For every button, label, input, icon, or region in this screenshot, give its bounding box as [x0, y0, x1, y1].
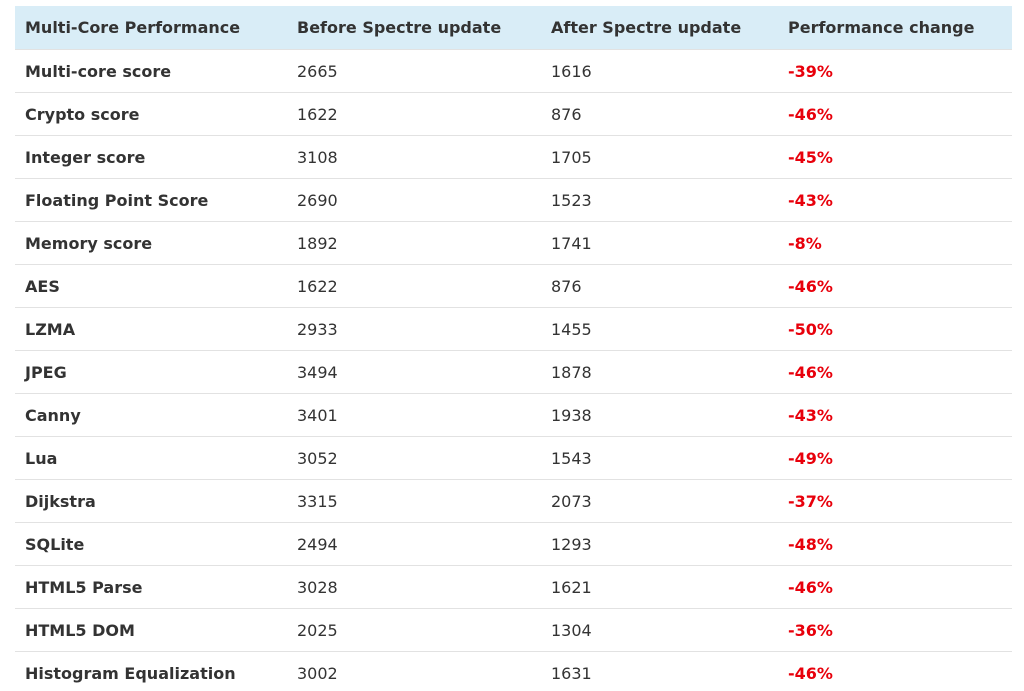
change-cell: -43%: [778, 178, 1012, 222]
score-cell: 1543: [541, 436, 778, 480]
row-label: Dijkstra: [15, 479, 287, 523]
score-cell: 876: [541, 264, 778, 308]
score-cell: 1523: [541, 178, 778, 222]
score-cell: 1878: [541, 350, 778, 394]
row-label: Lua: [15, 436, 287, 480]
table-row: Memory score 1892 1741 -8%: [15, 221, 1012, 265]
row-label: HTML5 DOM: [15, 608, 287, 652]
change-cell: -8%: [778, 221, 1012, 265]
header-cell: Multi-Core Performance: [15, 6, 287, 50]
score-cell: 1741: [541, 221, 778, 265]
table-row: SQLite 2494 1293 -48%: [15, 522, 1012, 566]
table-row: Multi-core score 2665 1616 -39%: [15, 49, 1012, 93]
row-label: HTML5 Parse: [15, 565, 287, 609]
score-cell: 3002: [287, 651, 541, 691]
row-label: Floating Point Score: [15, 178, 287, 222]
score-cell: 2933: [287, 307, 541, 351]
score-cell: 876: [541, 92, 778, 136]
score-cell: 1622: [287, 264, 541, 308]
score-cell: 3052: [287, 436, 541, 480]
row-label: SQLite: [15, 522, 287, 566]
table-row: HTML5 Parse 3028 1621 -46%: [15, 565, 1012, 609]
table-row: Crypto score 1622 876 -46%: [15, 92, 1012, 136]
table-row: Lua 3052 1543 -49%: [15, 436, 1012, 480]
change-cell: -39%: [778, 49, 1012, 93]
row-label: Histogram Equalization: [15, 651, 287, 691]
score-cell: 2025: [287, 608, 541, 652]
table-body: Multi-core score 2665 1616 -39% Crypto score…: [15, 49, 1012, 691]
score-cell: 1304: [541, 608, 778, 652]
header-cell: After Spectre update: [541, 6, 778, 50]
score-cell: 3028: [287, 565, 541, 609]
score-cell: 1293: [541, 522, 778, 566]
table-row: Floating Point Score 2690 1523 -43%: [15, 178, 1012, 222]
change-cell: -48%: [778, 522, 1012, 566]
score-cell: 2665: [287, 49, 541, 93]
performance-table: Multi-Core Performance Before Spectre upd…: [15, 6, 1012, 691]
table-row: AES 1622 876 -46%: [15, 264, 1012, 308]
change-cell: -46%: [778, 565, 1012, 609]
table-row: LZMA 2933 1455 -50%: [15, 307, 1012, 351]
row-label: Memory score: [15, 221, 287, 265]
table-row: Integer score 3108 1705 -45%: [15, 135, 1012, 179]
table-row: Histogram Equalization 3002 1631 -46%: [15, 651, 1012, 691]
table-row: Dijkstra 3315 2073 -37%: [15, 479, 1012, 523]
row-label: Integer score: [15, 135, 287, 179]
score-cell: 2494: [287, 522, 541, 566]
row-label: Multi-core score: [15, 49, 287, 93]
header-cell: Performance change: [778, 6, 1012, 50]
table-header: Multi-Core Performance Before Spectre upd…: [15, 6, 1012, 50]
score-cell: 1616: [541, 49, 778, 93]
score-cell: 1622: [287, 92, 541, 136]
score-cell: 1938: [541, 393, 778, 437]
score-cell: 1631: [541, 651, 778, 691]
score-cell: 3108: [287, 135, 541, 179]
change-cell: -46%: [778, 651, 1012, 691]
row-label: Canny: [15, 393, 287, 437]
change-cell: -43%: [778, 393, 1012, 437]
header-cell: Before Spectre update: [287, 6, 541, 50]
score-cell: 2073: [541, 479, 778, 523]
score-cell: 3315: [287, 479, 541, 523]
change-cell: -45%: [778, 135, 1012, 179]
change-cell: -50%: [778, 307, 1012, 351]
header-row: Multi-Core Performance Before Spectre upd…: [15, 6, 1012, 50]
score-cell: 3494: [287, 350, 541, 394]
score-cell: 3401: [287, 393, 541, 437]
change-cell: -37%: [778, 479, 1012, 523]
change-cell: -46%: [778, 264, 1012, 308]
table-row: HTML5 DOM 2025 1304 -36%: [15, 608, 1012, 652]
row-label: AES: [15, 264, 287, 308]
change-cell: -46%: [778, 92, 1012, 136]
score-cell: 1455: [541, 307, 778, 351]
row-label: Crypto score: [15, 92, 287, 136]
table-row: Canny 3401 1938 -43%: [15, 393, 1012, 437]
change-cell: -49%: [778, 436, 1012, 480]
table-row: JPEG 3494 1878 -46%: [15, 350, 1012, 394]
row-label: JPEG: [15, 350, 287, 394]
change-cell: -36%: [778, 608, 1012, 652]
score-cell: 1621: [541, 565, 778, 609]
score-cell: 2690: [287, 178, 541, 222]
change-cell: -46%: [778, 350, 1012, 394]
score-cell: 1705: [541, 135, 778, 179]
score-cell: 1892: [287, 221, 541, 265]
row-label: LZMA: [15, 307, 287, 351]
